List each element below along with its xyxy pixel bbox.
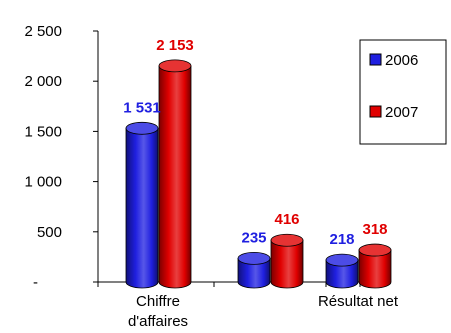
- bar-2006: [125, 121, 159, 289]
- bar-2006: [325, 253, 359, 289]
- legend-swatch-2006: [369, 53, 382, 66]
- value-label-2007: 2 153: [156, 37, 194, 54]
- x-category-label: Chiffre d'affaires: [128, 293, 188, 330]
- y-tick-label: 2 500: [24, 23, 62, 40]
- value-label-2006: 218: [329, 231, 354, 248]
- y-tick-label: 1 500: [24, 123, 62, 140]
- bar-2007: [270, 233, 304, 289]
- value-label-2007: 416: [274, 211, 299, 228]
- legend-label-2006: 2006: [385, 52, 418, 69]
- legend: 2006 2007: [359, 39, 447, 145]
- value-labels: 1 531 235 218 2 153 416 318: [123, 37, 387, 248]
- y-tick-label: 2 000: [24, 73, 62, 90]
- x-category-label: Résultat net: [318, 293, 399, 310]
- bars: [125, 59, 392, 289]
- bar-2007: [358, 243, 392, 289]
- value-label-2006: 235: [241, 229, 266, 246]
- legend-box: [359, 39, 447, 145]
- value-label-2006: 1 531: [123, 99, 161, 116]
- bar-2006: [237, 252, 271, 289]
- legend-label-2007: 2007: [385, 104, 418, 121]
- y-tick-label: 500: [37, 224, 62, 241]
- y-tick-label: 1 000: [24, 174, 62, 191]
- y-axis: - 500 1 000 1 500 2 000 2 500: [24, 23, 99, 291]
- x-axis: Chiffre d'affaires Résultat net: [97, 281, 399, 330]
- value-label-2007: 318: [362, 221, 387, 238]
- y-tick-label: -: [33, 274, 38, 291]
- legend-swatch-2007: [369, 105, 382, 118]
- bar-2007: [158, 59, 192, 289]
